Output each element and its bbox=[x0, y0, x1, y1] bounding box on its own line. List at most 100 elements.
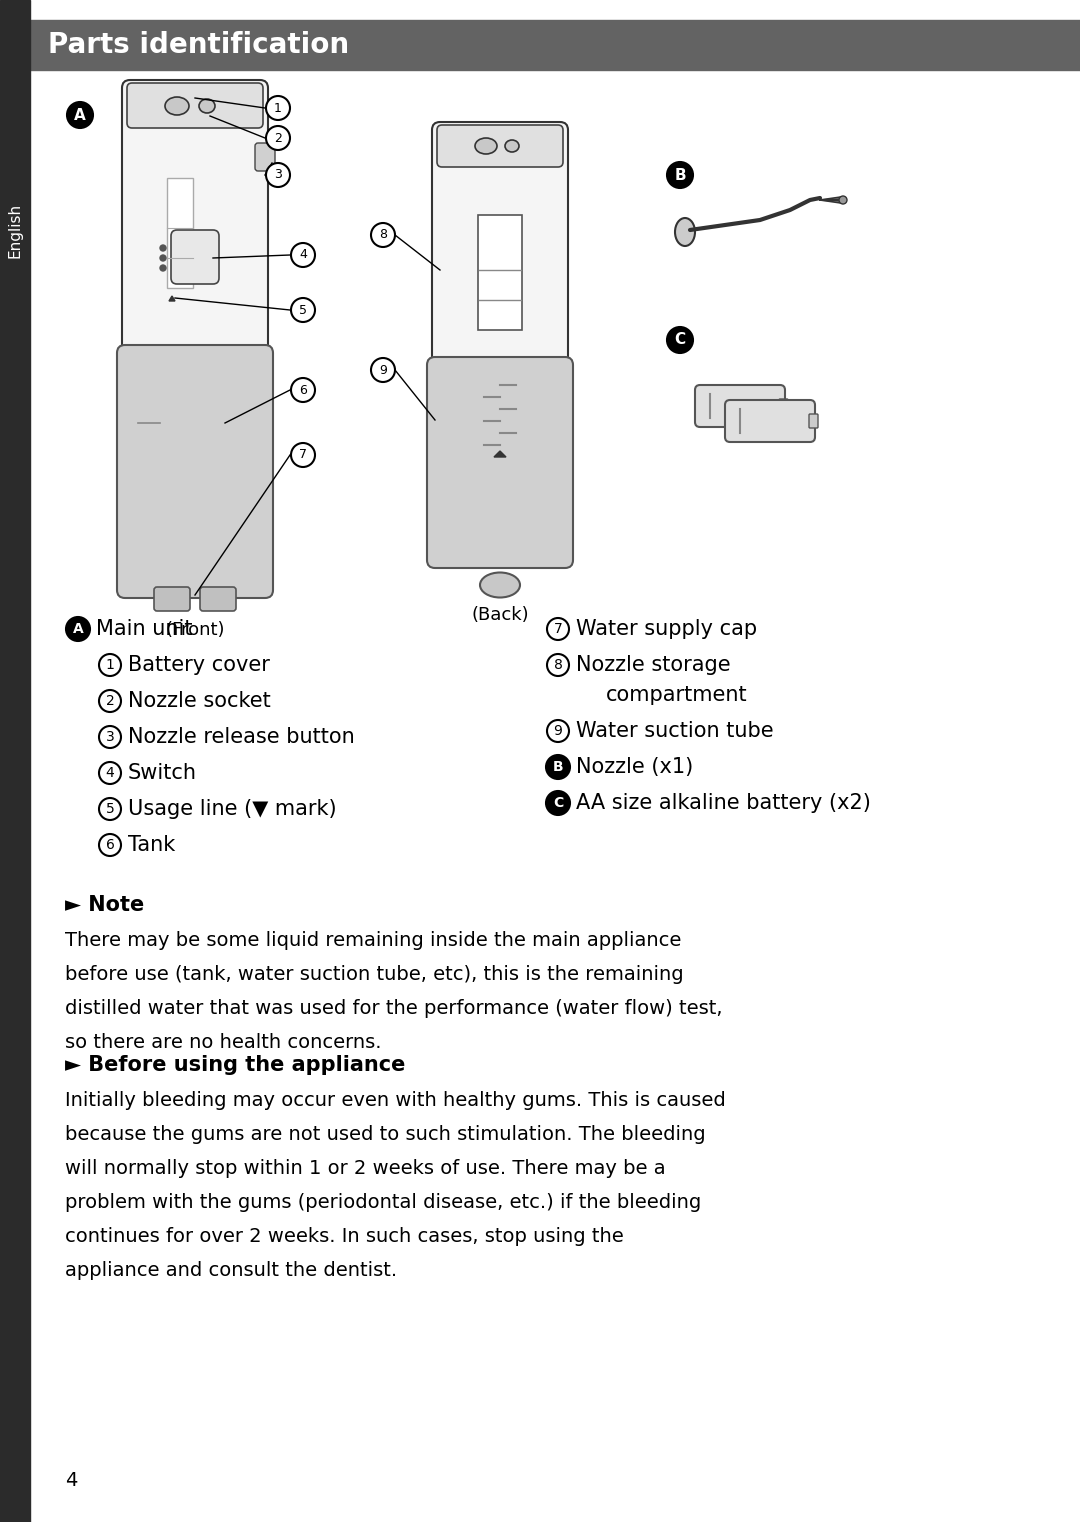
Bar bbox=[478, 215, 522, 330]
Text: 7: 7 bbox=[299, 449, 307, 461]
FancyBboxPatch shape bbox=[200, 587, 237, 610]
Text: appliance and consult the dentist.: appliance and consult the dentist. bbox=[65, 1262, 397, 1280]
Text: English: English bbox=[8, 202, 23, 257]
Circle shape bbox=[266, 126, 291, 151]
FancyBboxPatch shape bbox=[255, 143, 275, 170]
FancyBboxPatch shape bbox=[127, 84, 264, 128]
Text: so there are no health concerns.: so there are no health concerns. bbox=[65, 1033, 381, 1053]
Bar bbox=[167, 178, 193, 288]
Circle shape bbox=[839, 196, 847, 204]
Text: There may be some liquid remaining inside the main appliance: There may be some liquid remaining insid… bbox=[65, 931, 681, 951]
Circle shape bbox=[667, 327, 693, 353]
Text: B: B bbox=[553, 759, 564, 775]
Circle shape bbox=[67, 102, 93, 128]
Text: compartment: compartment bbox=[606, 685, 747, 705]
Text: 1: 1 bbox=[106, 658, 114, 673]
Polygon shape bbox=[494, 451, 507, 457]
Text: distilled water that was used for the performance (water flow) test,: distilled water that was used for the pe… bbox=[65, 1000, 723, 1018]
Circle shape bbox=[546, 720, 569, 743]
Circle shape bbox=[99, 763, 121, 784]
Text: (Front): (Front) bbox=[165, 621, 225, 639]
Text: AA size alkaline battery (x2): AA size alkaline battery (x2) bbox=[576, 793, 870, 813]
Circle shape bbox=[99, 798, 121, 820]
Ellipse shape bbox=[475, 139, 497, 154]
Ellipse shape bbox=[480, 572, 519, 598]
Ellipse shape bbox=[165, 97, 189, 116]
Circle shape bbox=[546, 618, 569, 639]
Text: Initially bleeding may occur even with healthy gums. This is caused: Initially bleeding may occur even with h… bbox=[65, 1091, 726, 1111]
Bar bbox=[30, 20, 1080, 70]
Text: 5: 5 bbox=[106, 802, 114, 816]
Ellipse shape bbox=[505, 140, 519, 152]
Text: 9: 9 bbox=[379, 364, 387, 376]
Circle shape bbox=[266, 96, 291, 120]
Text: Parts identification: Parts identification bbox=[48, 30, 349, 59]
Text: B: B bbox=[674, 167, 686, 183]
Text: 4: 4 bbox=[65, 1470, 78, 1490]
Circle shape bbox=[266, 163, 291, 187]
Text: Water supply cap: Water supply cap bbox=[576, 619, 757, 639]
FancyBboxPatch shape bbox=[809, 414, 818, 428]
Circle shape bbox=[99, 654, 121, 676]
FancyBboxPatch shape bbox=[432, 122, 568, 377]
Circle shape bbox=[546, 755, 570, 779]
Circle shape bbox=[546, 654, 569, 676]
Text: 4: 4 bbox=[299, 248, 307, 262]
Bar bbox=[0, 0, 30, 1522]
Text: because the gums are not used to such stimulation. The bleeding: because the gums are not used to such st… bbox=[65, 1125, 705, 1145]
FancyBboxPatch shape bbox=[779, 399, 788, 412]
Text: 2: 2 bbox=[274, 131, 282, 145]
Text: C: C bbox=[553, 796, 563, 810]
Text: Battery cover: Battery cover bbox=[129, 654, 270, 674]
Circle shape bbox=[160, 256, 166, 260]
FancyBboxPatch shape bbox=[117, 345, 273, 598]
FancyBboxPatch shape bbox=[725, 400, 815, 441]
Circle shape bbox=[99, 689, 121, 712]
Text: 8: 8 bbox=[379, 228, 387, 242]
Circle shape bbox=[291, 443, 315, 467]
Text: continues for over 2 weeks. In such cases, stop using the: continues for over 2 weeks. In such case… bbox=[65, 1228, 624, 1247]
Polygon shape bbox=[168, 295, 175, 301]
Text: Switch: Switch bbox=[129, 763, 197, 782]
Text: 3: 3 bbox=[106, 731, 114, 744]
Circle shape bbox=[160, 245, 166, 251]
Text: 1: 1 bbox=[274, 102, 282, 114]
Circle shape bbox=[99, 726, 121, 747]
Text: 6: 6 bbox=[299, 384, 307, 397]
Circle shape bbox=[372, 224, 395, 247]
Circle shape bbox=[66, 616, 90, 641]
Text: 6: 6 bbox=[106, 839, 114, 852]
Text: ► Note: ► Note bbox=[65, 895, 145, 915]
Text: Nozzle socket: Nozzle socket bbox=[129, 691, 271, 711]
Ellipse shape bbox=[675, 218, 696, 247]
Text: Nozzle release button: Nozzle release button bbox=[129, 728, 354, 747]
Text: 8: 8 bbox=[554, 658, 563, 673]
Circle shape bbox=[546, 791, 570, 814]
Text: Nozzle storage: Nozzle storage bbox=[576, 654, 731, 674]
Text: problem with the gums (periodontal disease, etc.) if the bleeding: problem with the gums (periodontal disea… bbox=[65, 1193, 701, 1213]
Circle shape bbox=[667, 161, 693, 189]
Text: 2: 2 bbox=[106, 694, 114, 708]
FancyBboxPatch shape bbox=[696, 385, 785, 428]
Text: 3: 3 bbox=[274, 169, 282, 181]
Text: 7: 7 bbox=[554, 622, 563, 636]
Text: Main unit: Main unit bbox=[96, 619, 192, 639]
Text: will normally stop within 1 or 2 weeks of use. There may be a: will normally stop within 1 or 2 weeks o… bbox=[65, 1160, 665, 1178]
FancyBboxPatch shape bbox=[171, 230, 219, 285]
Circle shape bbox=[291, 244, 315, 266]
Circle shape bbox=[291, 298, 315, 323]
FancyBboxPatch shape bbox=[437, 125, 563, 167]
FancyBboxPatch shape bbox=[154, 587, 190, 610]
Text: 4: 4 bbox=[106, 766, 114, 779]
FancyBboxPatch shape bbox=[122, 81, 268, 365]
Circle shape bbox=[291, 377, 315, 402]
Text: (Back): (Back) bbox=[471, 606, 529, 624]
FancyBboxPatch shape bbox=[427, 358, 573, 568]
Text: 5: 5 bbox=[299, 303, 307, 317]
Text: Water suction tube: Water suction tube bbox=[576, 721, 773, 741]
Circle shape bbox=[160, 265, 166, 271]
Text: Tank: Tank bbox=[129, 836, 175, 855]
Text: A: A bbox=[72, 622, 83, 636]
Text: Usage line (▼ mark): Usage line (▼ mark) bbox=[129, 799, 337, 819]
Text: ► Before using the appliance: ► Before using the appliance bbox=[65, 1055, 405, 1075]
